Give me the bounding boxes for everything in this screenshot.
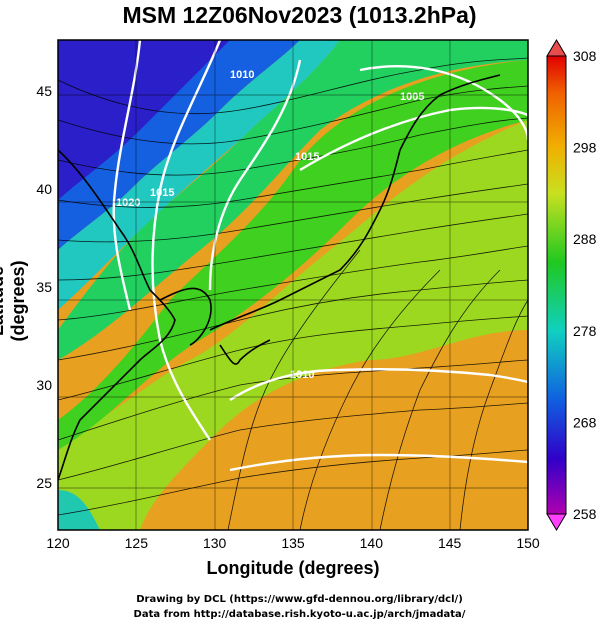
y-tick-label: 35 <box>36 279 52 295</box>
credit-drawing: Drawing by DCL (https://www.gfd-dennou.o… <box>136 594 463 605</box>
chart-title: MSM 12Z06Nov2023 (1013.2hPa) <box>122 2 477 28</box>
plot-frame <box>57 39 529 531</box>
x-tick-label: 125 <box>125 535 149 551</box>
x-tick-label: 140 <box>360 535 384 551</box>
isobar-label: 1010 <box>230 69 254 81</box>
isobar-contours <box>112 40 528 472</box>
grid-lines <box>58 40 528 530</box>
colorbar-tick-label: 258 <box>573 506 597 522</box>
y-tick-label: 45 <box>36 83 52 99</box>
x-tick-label: 135 <box>281 535 305 551</box>
map-area: 1010 1020 1015 1005 1015 1010 <box>58 40 528 530</box>
x-axis-label: Longitude (degrees) <box>206 558 380 578</box>
x-tick-label: 120 <box>46 535 70 551</box>
x-tick-label: 145 <box>438 535 462 551</box>
axis-tick-labels: 120 125 130 135 140 145 150 25 30 35 40 45 308 298 288… <box>36 48 596 551</box>
colorbar-tick-label: 288 <box>573 231 597 247</box>
colorbar-tick-label: 298 <box>573 140 597 156</box>
x-tick-label: 150 <box>516 535 540 551</box>
colorbar-tick-label: 278 <box>573 323 597 339</box>
y-tick-label: 30 <box>36 377 52 393</box>
colorbar <box>546 39 567 531</box>
y-tick-label: 25 <box>36 475 52 491</box>
colorbar-tick-label: 268 <box>573 414 597 430</box>
y-tick-label: 40 <box>36 181 52 197</box>
isobar-label: 1005 <box>400 91 424 103</box>
isobar-label: 1020 <box>116 197 140 209</box>
y-axis-label: Latitude (degrees) <box>0 260 28 342</box>
colorbar-upper-arrow <box>546 39 567 57</box>
isobar-label: 1015 <box>150 187 174 199</box>
x-tick-label: 130 <box>203 535 227 551</box>
isobar-label: 1010 <box>290 369 314 381</box>
credit-data: Data from http://database.rish.kyoto-u.a… <box>133 609 466 620</box>
colorbar-tick-label: 308 <box>573 48 597 64</box>
colorbar-lower-arrow <box>546 513 567 531</box>
isobar-label: 1015 <box>295 151 319 163</box>
